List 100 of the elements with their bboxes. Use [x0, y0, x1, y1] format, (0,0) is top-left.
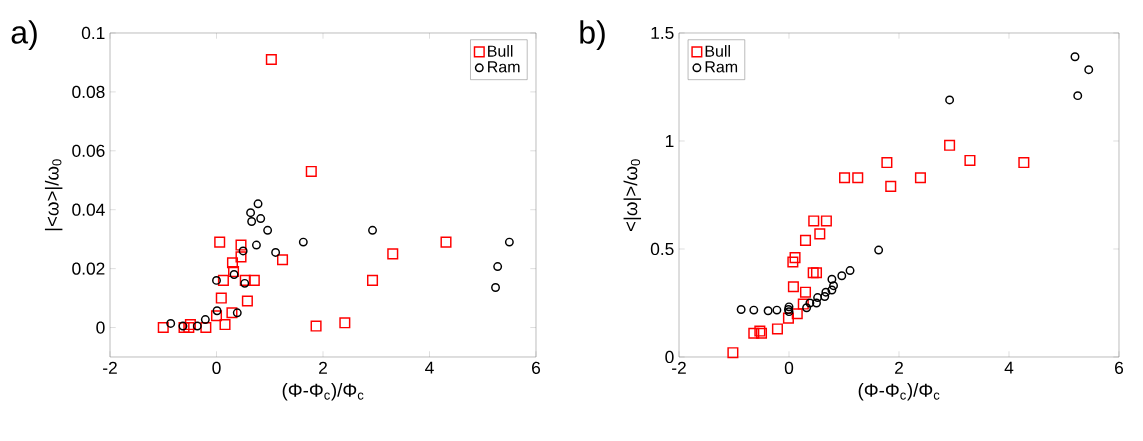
point: [277, 254, 289, 266]
point: [805, 298, 815, 308]
point: [763, 306, 773, 316]
point: [1070, 52, 1080, 62]
x-tick-label: 6: [532, 361, 541, 374]
point: [881, 157, 893, 169]
point: [305, 165, 317, 177]
point: [787, 281, 799, 293]
point: [235, 239, 247, 251]
point: [791, 308, 803, 320]
point: [797, 298, 809, 310]
x-tick-label: 4: [425, 361, 434, 374]
point: [215, 292, 227, 304]
x-tick-label: 2: [319, 361, 327, 374]
point: [787, 256, 799, 268]
point: [945, 95, 955, 105]
legend-label: Ram: [488, 61, 520, 73]
point: [226, 257, 239, 269]
point: [944, 139, 956, 151]
point: [874, 245, 884, 255]
y-axis-title: <|ω|>/ω$_{0}$: [623, 159, 642, 231]
point: [491, 283, 500, 292]
y-tick-label: 0.04: [72, 203, 105, 216]
point: [808, 215, 820, 227]
point: [271, 247, 281, 257]
point: [235, 251, 247, 263]
point: [827, 274, 837, 284]
point: [827, 285, 837, 295]
x-axis-title: (Φ-Φ$_{c}$)/Φ$_{c}$: [282, 383, 364, 401]
point: [964, 154, 976, 166]
point: [265, 53, 277, 66]
point: [214, 236, 226, 248]
point: [736, 304, 746, 314]
point: [1018, 157, 1030, 169]
point: [240, 278, 250, 288]
y-tick-label: 0.06: [72, 144, 105, 157]
y-tick-label: 0.08: [72, 85, 105, 99]
x-axis-title: (Φ-Φ$_{c}$)/Φ$_{c}$: [858, 383, 940, 401]
point: [166, 318, 176, 328]
point: [219, 319, 231, 331]
x-tick-label: 4: [1004, 361, 1014, 374]
point: [814, 228, 826, 240]
point: [366, 274, 379, 286]
point: [212, 275, 221, 285]
chart-title: a): [11, 20, 37, 51]
point: [845, 266, 855, 276]
point: [1084, 65, 1094, 75]
point: [837, 271, 847, 281]
point: [810, 267, 823, 279]
point: [852, 172, 864, 184]
x-tick-label: 0: [784, 361, 794, 374]
point: [772, 305, 782, 315]
point: [229, 270, 239, 279]
point: [263, 225, 273, 235]
point: [829, 281, 839, 291]
point: [157, 322, 169, 334]
point: [210, 310, 223, 322]
y-tick-label: 1: [665, 135, 674, 147]
y-tick-label: 0.02: [72, 262, 105, 275]
y-axis-title: |<ω>|/ω$_{0}$: [44, 159, 63, 231]
x-tick-label: 2: [895, 361, 903, 374]
point: [298, 237, 308, 247]
chart-title: b): [580, 20, 605, 51]
point: [820, 292, 830, 301]
point: [241, 295, 253, 307]
point: [812, 298, 821, 308]
legend-label: Ram: [705, 61, 738, 73]
point: [228, 266, 240, 278]
point: [440, 236, 452, 248]
point: [246, 208, 256, 218]
point: [253, 199, 263, 209]
point: [251, 240, 261, 250]
point: [238, 246, 248, 256]
x-tick-label: -2: [672, 361, 686, 374]
point: [1073, 91, 1083, 101]
legend-label: Bull: [488, 45, 513, 57]
point: [885, 180, 897, 192]
point: [310, 320, 322, 332]
point: [200, 322, 212, 334]
point: [239, 274, 251, 286]
point: [256, 214, 266, 224]
y-tick-label: 0.1: [81, 26, 105, 40]
point: [813, 293, 823, 303]
point: [232, 308, 242, 318]
point: [802, 303, 812, 313]
point: [821, 287, 831, 297]
point: [748, 327, 760, 339]
legend-label: Bull: [705, 45, 730, 57]
point: [504, 237, 514, 247]
point: [217, 274, 229, 286]
x-tick-label: 0: [212, 361, 221, 374]
point: [368, 225, 377, 235]
y-tick-label: 0: [665, 350, 674, 364]
point: [493, 262, 503, 272]
point: [248, 274, 260, 286]
point: [212, 306, 222, 316]
point: [727, 347, 739, 359]
y-tick-label: 1.5: [651, 26, 674, 40]
point: [839, 172, 851, 184]
point: [200, 315, 210, 325]
